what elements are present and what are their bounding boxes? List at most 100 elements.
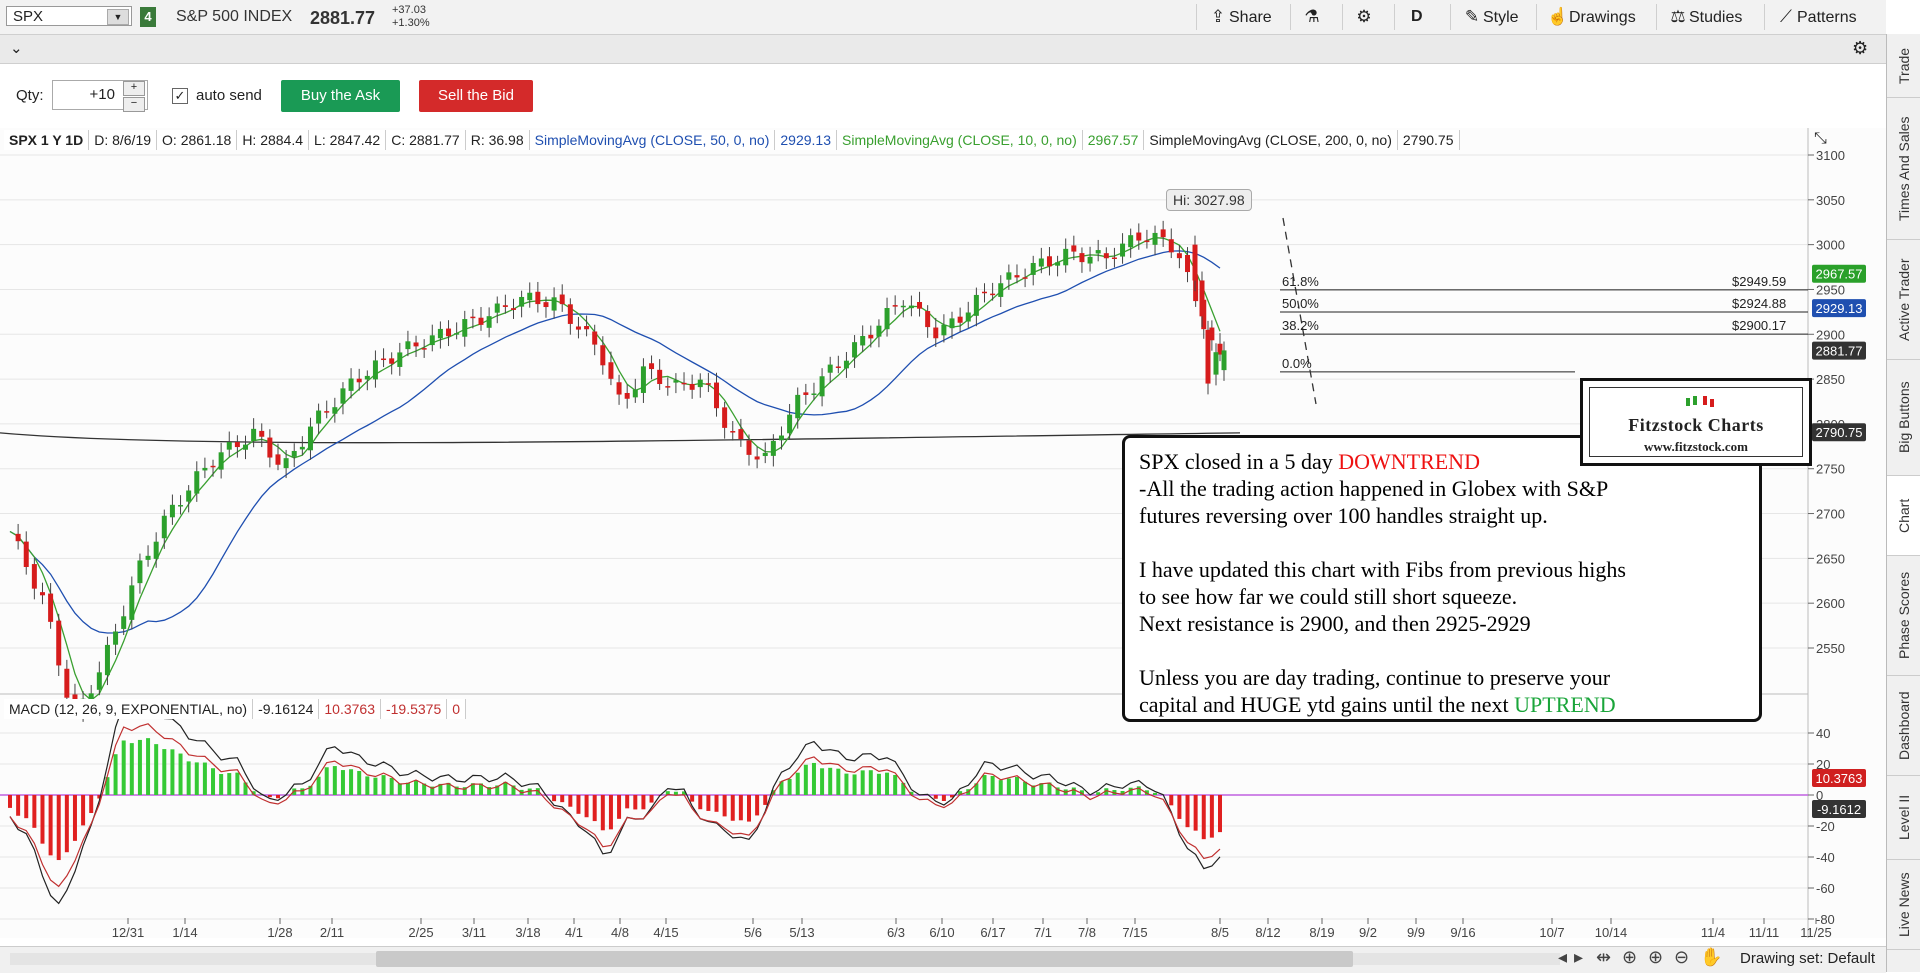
candle-body [1222, 350, 1227, 370]
crosshair-icon[interactable]: ⊕ [1622, 947, 1637, 968]
expand-icon[interactable]: ⤡ [1814, 130, 1827, 148]
macd-bar [382, 775, 386, 795]
candle-body [519, 297, 524, 307]
logo-candle-icon [1683, 393, 1723, 409]
candle-body [251, 429, 256, 441]
annotation-line: -All the trading action happened in Glob… [1139, 475, 1745, 502]
macd-value: -9.16124 [253, 699, 319, 719]
candle-body [779, 436, 784, 441]
aggregation-button[interactable]: D [1394, 4, 1444, 30]
candle-body [933, 328, 938, 339]
symbol-value: SPX [13, 8, 43, 25]
zoom-in-icon[interactable]: ⊕ [1648, 947, 1663, 968]
macd-bar [203, 763, 207, 795]
share-label: Share [1229, 9, 1272, 26]
legend-sma50[interactable]: SimpleMovingAvg (CLOSE, 50, 0, no) [530, 130, 776, 150]
candle-body [308, 427, 313, 451]
buy-ask-button[interactable]: Buy the Ask [281, 80, 400, 112]
macd-bar [796, 773, 800, 795]
candle-body [324, 411, 329, 413]
date-tick-label: 1/14 [172, 925, 197, 938]
macd-bar [325, 767, 329, 795]
date-tick-label: 4/15 [653, 925, 678, 938]
style-button[interactable]: ✎Style [1450, 4, 1536, 30]
candle-body [121, 616, 126, 629]
legend-sma10[interactable]: SimpleMovingAvg (CLOSE, 10, 0, no) [837, 130, 1083, 150]
tab-times-and-sales[interactable]: Times And Sales [1887, 98, 1920, 240]
pan-icon[interactable]: ⇹ [1596, 947, 1611, 968]
candle-body [1047, 256, 1052, 266]
macd-bar [991, 776, 995, 795]
macd-label[interactable]: MACD (12, 26, 9, EXPONENTIAL, no) [4, 699, 253, 719]
candle-body [32, 564, 37, 589]
chevron-down-icon[interactable]: ⌄ [10, 39, 23, 57]
tab-live-news[interactable]: Live News [1887, 860, 1920, 950]
legend-symbol[interactable]: SPX 1 Y 1D [4, 130, 89, 150]
scroll-left-icon[interactable]: ◂ [1558, 947, 1567, 968]
price-legend: SPX 1 Y 1D D: 8/6/19 O: 2861.18 H: 2884.… [4, 130, 1460, 150]
macd-bar [414, 780, 418, 795]
hand-icon[interactable]: ✋ [1700, 947, 1722, 968]
minus-icon[interactable]: − [123, 97, 145, 112]
tab-trade[interactable]: Trade [1887, 34, 1920, 98]
sell-bid-button[interactable]: Sell the Bid [419, 80, 533, 112]
qty-stepper[interactable]: + − [123, 81, 145, 109]
macd-bar [276, 795, 280, 798]
macd-bar [219, 774, 223, 795]
plus-icon[interactable]: + [123, 81, 145, 96]
annotation-line: capital and HUGE ytd gains until the nex… [1139, 692, 1514, 717]
studies-label: Studies [1689, 9, 1742, 26]
candle-body [284, 458, 289, 468]
macd-bar [820, 768, 824, 795]
macd-bar [365, 776, 369, 795]
link-number-badge[interactable]: 4 [140, 7, 156, 27]
price-tick-label: 3100 [1816, 148, 1845, 163]
candle-body [332, 407, 337, 414]
candle-body [543, 302, 548, 307]
drawing-set-label[interactable]: Drawing set: Default [1740, 950, 1875, 967]
fib-price-label: $2900.17 [1732, 318, 1786, 333]
scroll-right-icon[interactable]: ▸ [1574, 947, 1583, 968]
candle-body [1136, 233, 1141, 241]
tab-dashboard[interactable]: Dashboard [1887, 676, 1920, 776]
macd-bar [844, 774, 848, 795]
date-tick-label: 1/28 [267, 925, 292, 938]
scrollbar-thumb[interactable] [376, 951, 1353, 967]
price-tick-label: 2600 [1816, 596, 1845, 611]
collapse-bar: ⌄ ⚙ [0, 35, 1886, 64]
candle-body [405, 341, 410, 349]
tab-phase-scores[interactable]: Phase Scores [1887, 556, 1920, 676]
candle-body [1112, 257, 1117, 259]
price-tag-label: 2929.13 [1816, 301, 1863, 316]
downtrend-word: DOWNTREND [1338, 449, 1480, 474]
macd-bar [162, 749, 166, 795]
studies-icon: ⚖ [1667, 4, 1689, 30]
patterns-button[interactable]: ⟋Patterns [1764, 4, 1874, 30]
candle-body [552, 297, 557, 310]
tab-chart[interactable]: Chart [1887, 476, 1920, 556]
tab-active-trader[interactable]: Active Trader [1887, 240, 1920, 360]
candle-body [755, 456, 760, 459]
macd-bar [211, 768, 215, 795]
gear-icon[interactable]: ⚙ [1852, 38, 1868, 59]
studies-button[interactable]: ⚖Studies [1656, 4, 1760, 30]
tab-level-ii[interactable]: Level II [1887, 776, 1920, 860]
candle-body [893, 305, 898, 307]
drawings-button[interactable]: ☝Drawings [1536, 4, 1652, 30]
share-button[interactable]: ⇪Share [1196, 4, 1280, 30]
auto-send-checkbox[interactable]: ✓ [172, 88, 188, 104]
flask-button[interactable]: ⚗ [1290, 4, 1334, 30]
candle-body [608, 362, 613, 379]
candle-body [982, 292, 987, 294]
legend-sma200[interactable]: SimpleMovingAvg (CLOSE, 200, 0, no) [1144, 130, 1398, 150]
legend-open: O: 2861.18 [157, 130, 237, 150]
candle-body [795, 395, 800, 418]
settings-button[interactable]: ⚙ [1342, 4, 1386, 30]
tab-big-buttons[interactable]: Big Buttons [1887, 360, 1920, 476]
symbol-input[interactable]: SPX ▼ [6, 6, 132, 26]
candle-body [617, 382, 622, 394]
candle-body [267, 438, 272, 458]
symbol-dropdown-icon[interactable]: ▼ [107, 9, 129, 25]
candle-body [259, 431, 264, 437]
zoom-out-icon[interactable]: ⊖ [1674, 947, 1689, 968]
